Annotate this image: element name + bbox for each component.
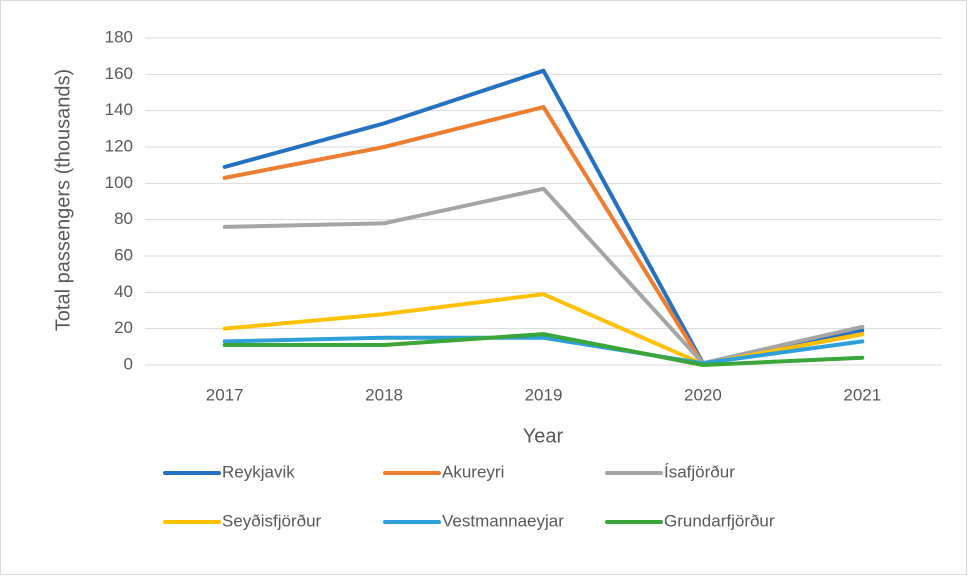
y-axis-label: Total passengers (thousands) bbox=[52, 69, 74, 331]
series-line bbox=[222, 335, 865, 366]
y-tick-label: 80 bbox=[114, 209, 133, 228]
series-line bbox=[222, 186, 865, 366]
y-tick-label: 0 bbox=[124, 354, 133, 373]
x-tick-label: 2020 bbox=[684, 385, 722, 404]
y-tick-label: 140 bbox=[105, 100, 133, 119]
y-tick-label: 120 bbox=[105, 136, 133, 155]
x-tick-label: 2018 bbox=[365, 385, 403, 404]
legend-label: Seyðisfjörður bbox=[222, 511, 322, 530]
legend-label: Reykjavik bbox=[222, 462, 295, 481]
series-line bbox=[222, 332, 865, 367]
legend-label: Akureyri bbox=[442, 462, 504, 481]
x-tick-label: 2017 bbox=[206, 385, 244, 404]
y-tick-label: 160 bbox=[105, 64, 133, 83]
legend-label: Vestmannaeyjar bbox=[442, 511, 564, 530]
x-tick-label: 2021 bbox=[843, 385, 881, 404]
x-axis-label: Year bbox=[523, 425, 564, 447]
y-tick-label: 40 bbox=[114, 282, 133, 301]
legend-label: Grundarfjörður bbox=[664, 511, 775, 530]
y-tick-label: 180 bbox=[105, 27, 133, 46]
legend-label: Ísafjörður bbox=[664, 462, 735, 481]
y-tick-label: 100 bbox=[105, 173, 133, 192]
x-tick-label: 2019 bbox=[525, 385, 563, 404]
y-tick-label: 20 bbox=[114, 318, 133, 337]
y-tick-label: 60 bbox=[114, 245, 133, 264]
